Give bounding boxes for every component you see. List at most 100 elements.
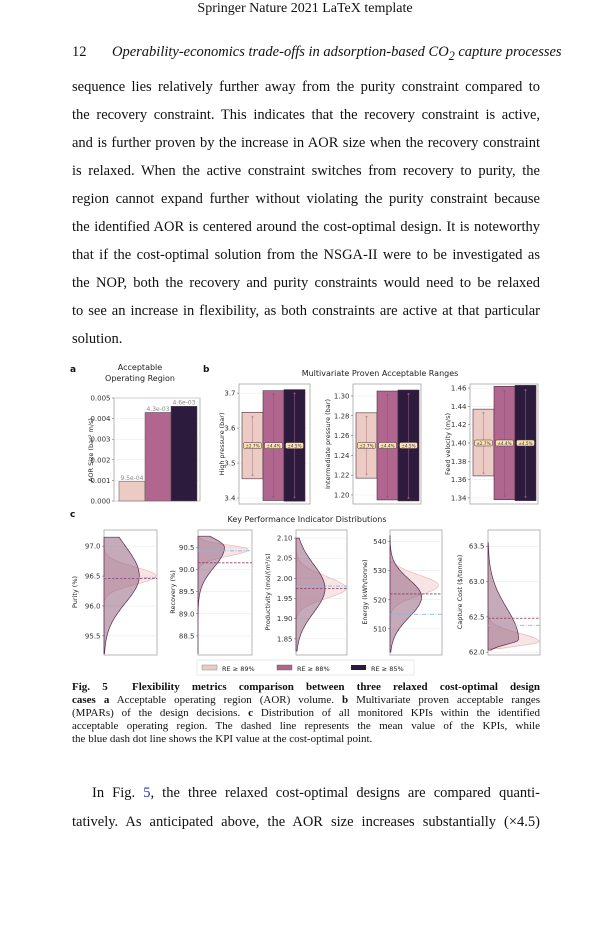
mpar-tick-label: 1.38 (451, 458, 467, 466)
running-title: Operability-economics trade-offs in adso… (112, 44, 562, 63)
mpar-percent-label: ±4.4% (380, 443, 394, 448)
kpi-distribution-re85 (197, 535, 225, 654)
text-line: region cannot expand further without vio… (72, 191, 540, 207)
page-header: Springer Nature 2021 LaTeX template (0, 0, 610, 17)
kpi-distribution-re85 (103, 536, 140, 655)
caption-text: (MPARs) of the design decisions. (72, 707, 241, 719)
panel-a-tick-label: 0.004 (90, 415, 111, 423)
legend-frame (196, 659, 415, 676)
kpi-tick-label: 88.5 (179, 632, 195, 640)
aor-bar-value-label: 4.6e-03 (172, 400, 195, 407)
mpar-whisker-end (524, 388, 527, 391)
legend-label-re85: RE ≥ 85% (371, 665, 404, 673)
text-line: the identified AOR is centered around th… (72, 219, 540, 235)
text-line: the NOP, both the recovery and purity co… (72, 275, 540, 291)
kpi-tick-label: 62.5 (469, 613, 485, 621)
mpar-percent-label: ±4.4% (266, 443, 280, 448)
text-line: solution. (72, 331, 123, 347)
kpi-tick-label: 96.5 (85, 573, 101, 581)
panel-b-ylabel-1: High pressure (bar) (218, 412, 226, 475)
caption-title: Flexibility metrics comparison between t… (132, 681, 540, 693)
kpi-tick-label: 530 (373, 567, 386, 575)
kpi-tick-label: 63.0 (469, 578, 485, 586)
mpar-whisker-end (293, 496, 296, 499)
mpar-whisker-end (524, 495, 527, 498)
mpar-tick-label: 1.34 (451, 494, 467, 502)
mpar-percent-label: ±4.5% (401, 443, 415, 448)
caption-text: Multivariate proven acceptable ranges (356, 694, 541, 706)
mpar-percent-badge (399, 442, 418, 449)
kpi-distribution-re85 (295, 537, 326, 652)
mpar-percent-badge (243, 442, 262, 449)
legend-swatch-re89 (201, 664, 218, 671)
caption-line: cases a Acceptable operating region (AOR… (72, 694, 540, 707)
mpar-whisker-end (251, 474, 254, 477)
panel-label-b: b (203, 365, 210, 375)
panel-a-tick-label: 0.002 (90, 456, 110, 464)
mpar-percent-badge (495, 439, 514, 447)
kpi-tick-label: 89.5 (179, 588, 195, 596)
mpar-whisker-end (386, 393, 389, 396)
kpi-tick-label: 510 (373, 625, 386, 633)
kpi-tick-label: 2.05 (277, 555, 293, 563)
mpar-whisker-end (293, 392, 296, 395)
text-span: , the three relaxed cost-optimal designs… (150, 785, 541, 801)
kpi-tick-label: 2.00 (277, 575, 293, 583)
caption-text: Distribution of all monitored KPIs withi… (260, 707, 541, 719)
mpar-percent-badge (474, 439, 493, 447)
panel-a-tick-label: 0.005 (90, 395, 110, 403)
text-line: tatively. As anticipated above, the AOR … (72, 814, 540, 830)
panel-a-tick-label: 0.000 (90, 498, 110, 506)
kpi-distribution-re85 (487, 542, 519, 651)
aor-bar-value-label: 4.3e-03 (146, 406, 169, 413)
kpi-tick-label: 1.85 (277, 635, 293, 643)
mpar-whisker-end (407, 496, 410, 499)
panel-label-c: c (70, 510, 75, 520)
mpar-percent-badge (285, 442, 304, 449)
legend-label-re88: RE ≥ 88% (297, 665, 330, 673)
mpar-whisker-end (503, 495, 506, 498)
text-line: to see an increase in flexibility, as bo… (72, 303, 540, 319)
mpar-tick-label: 1.22 (334, 472, 350, 480)
mpar-tick-label: 1.40 (451, 439, 467, 447)
caption-panel-b: b (341, 694, 349, 706)
mpar-tick-label: 3.5 (224, 460, 235, 468)
panel-b-ylabel-3: Feed velocity (m/s) (444, 413, 452, 475)
text-line: In Fig. 5, the three relaxed cost-optima… (92, 784, 540, 802)
text-span: In Fig. (92, 785, 144, 801)
figure-reference-link[interactable]: 5 (143, 785, 151, 801)
kpi-tick-label: 2.10 (277, 535, 293, 543)
mpar-whisker-end (272, 393, 275, 396)
aor-bar-value-label: 9.5e-04 (120, 475, 143, 482)
text-line: sequence lies relatively further away fr… (72, 79, 540, 95)
header-suffix: template (364, 1, 413, 16)
kpi-tick-label: 97.0 (85, 543, 101, 551)
running-head: 12 Operability-economics trade-offs in ad… (72, 43, 562, 65)
aor-bar (170, 405, 198, 502)
mpar-tick-label: 1.44 (451, 403, 467, 411)
mpar-percent-label: ±4.5% (518, 441, 532, 446)
mpar-percent-label: ±2.7% (245, 443, 259, 448)
kpi-tick-label: 95.5 (85, 632, 101, 640)
kpi-tick-label: 90.0 (179, 566, 195, 574)
panel-c-ylabel-4: Energy (kWh/tonne) (361, 559, 369, 624)
kpi-tick-label: 89.0 (179, 610, 195, 618)
page-number: 12 (72, 44, 87, 60)
panel-a-title-line-1: Acceptable (118, 363, 162, 372)
mpar-percent-label: ±4.5% (287, 443, 301, 448)
kpi-tick-label: 540 (373, 538, 386, 546)
aor-bar (118, 481, 146, 502)
kpi-tick-label: 90.5 (179, 544, 195, 552)
panel-a-tick-label: 0.003 (90, 436, 110, 444)
mpar-percent-badge (378, 442, 397, 449)
kpi-tick-label: 1.90 (277, 615, 293, 623)
header-prefix: Springer Nature 2021 (197, 1, 319, 16)
panel-c-title: Key Performance Indicator Distributions (227, 515, 386, 524)
kpi-tick-label: 520 (373, 596, 386, 604)
panel-a-tick-label: 0.001 (90, 477, 110, 485)
mpar-tick-label: 1.20 (334, 491, 350, 499)
mpar-percent-label: ±2.7% (476, 441, 490, 446)
mpar-tick-label: 1.46 (451, 385, 467, 393)
legend-label-re89: RE ≥ 89% (222, 665, 255, 673)
running-title-text: Operability-economics trade-offs in adso… (112, 44, 449, 60)
